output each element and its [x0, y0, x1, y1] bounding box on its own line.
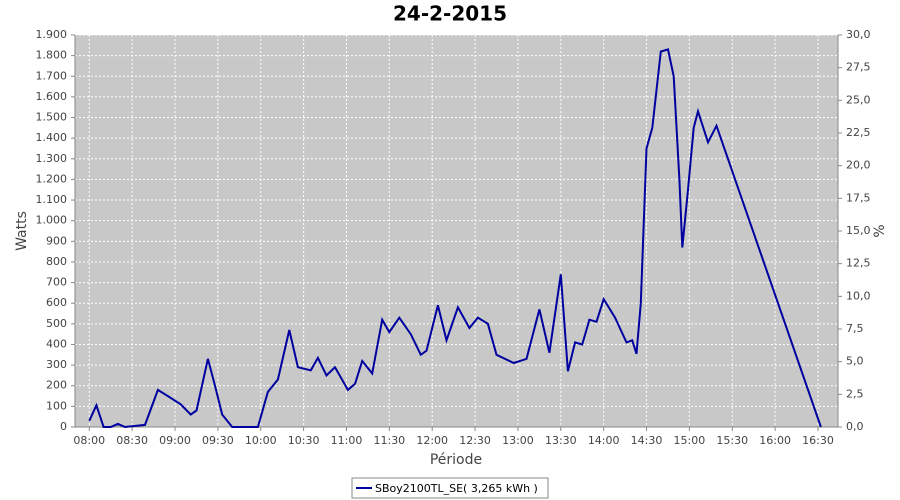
y-tick-label: 600	[46, 296, 67, 309]
y2-tick-label: 5,0	[846, 355, 864, 368]
y2-tick-label: 12,5	[846, 257, 871, 270]
y-tick-label: 400	[46, 337, 67, 350]
x-tick-label: 09:30	[202, 434, 234, 447]
y-tick-label: 1.800	[36, 49, 68, 62]
x-tick-label: 09:00	[159, 434, 191, 447]
x-tick-label: 08:00	[73, 434, 105, 447]
x-tick-label: 11:00	[331, 434, 363, 447]
legend-box	[351, 477, 549, 499]
y2-axis-label: %	[872, 224, 888, 237]
x-tick-label: 08:30	[116, 434, 148, 447]
y-tick-label: 300	[46, 358, 67, 371]
y2-tick-label: 27,5	[846, 61, 871, 74]
y-tick-label: 1.400	[36, 131, 68, 144]
y-tick-label: 800	[46, 255, 67, 268]
x-tick-label: 14:00	[588, 434, 620, 447]
x-tick-label: 16:00	[759, 434, 791, 447]
x-tick-label: 10:30	[288, 434, 320, 447]
y-tick-label: 1.200	[36, 172, 68, 185]
x-tick-label: 10:00	[245, 434, 277, 447]
x-axis-label: Période	[430, 452, 482, 468]
y-tick-label: 1.700	[36, 69, 68, 82]
y2-tick-label: 20,0	[846, 159, 871, 172]
y2-tick-label: 10,0	[846, 289, 871, 302]
y-tick-label: 700	[46, 276, 67, 289]
x-tick-label: 15:30	[716, 434, 748, 447]
y2-tick-label: 7,5	[846, 322, 864, 335]
x-tick-label: 12:00	[416, 434, 448, 447]
y-tick-label: 100	[46, 399, 67, 412]
y2-tick-label: 2,5	[846, 387, 864, 400]
y-tick-label: 0	[60, 420, 67, 433]
y-tick-label: 1.500	[36, 111, 68, 124]
y2-tick-label: 17,5	[846, 191, 871, 204]
y2-tick-label: 0,0	[846, 420, 864, 433]
y2-tick-label: 25,0	[846, 93, 871, 106]
y-tick-label: 200	[46, 379, 67, 392]
chart-title: 24-2-2015	[393, 2, 507, 26]
series-line	[88, 48, 822, 429]
y2-tick-label: 30,0	[846, 28, 871, 41]
y2-tick-label: 22,5	[846, 126, 871, 139]
x-tick-label: 11:30	[373, 434, 405, 447]
y-tick-label: 1.000	[36, 214, 68, 227]
x-tick-label: 13:30	[545, 434, 577, 447]
y-tick-label: 1.900	[36, 28, 68, 41]
x-tick-label: 12:30	[459, 434, 491, 447]
x-tick-label: 16:30	[802, 434, 834, 447]
y-tick-label: 1.100	[36, 193, 68, 206]
x-tick-label: 15:00	[674, 434, 706, 447]
x-tick-label: 14:30	[631, 434, 663, 447]
y2-tick-label: 15,0	[846, 224, 871, 237]
y-tick-label: 500	[46, 317, 67, 330]
y-tick-label: 1.300	[36, 152, 68, 165]
plot-area	[75, 35, 838, 427]
y-axis-label: Watts	[14, 211, 30, 251]
x-tick-label: 13:00	[502, 434, 534, 447]
y-tick-label: 1.600	[36, 90, 68, 103]
y-tick-label: 900	[46, 234, 67, 247]
legend-label: SBoy2100TL_SE( 3,265 kWh )	[375, 482, 538, 495]
